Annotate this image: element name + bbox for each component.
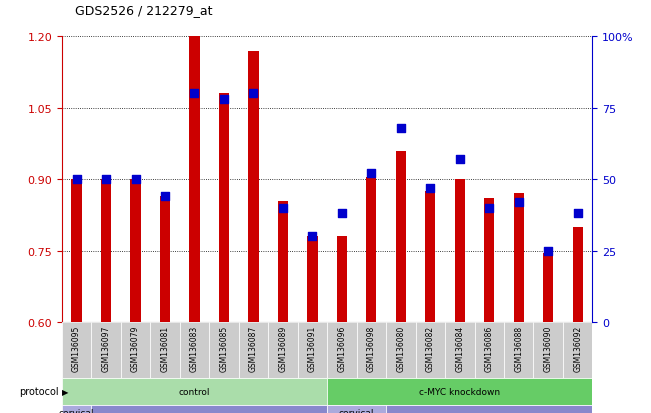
Bar — [445, 322, 475, 378]
Bar — [327, 322, 357, 378]
Bar — [543, 253, 553, 322]
Point — [130, 176, 141, 183]
Point — [484, 205, 495, 211]
Text: protocol: protocol — [19, 386, 59, 396]
Bar — [484, 199, 494, 322]
Text: control: control — [179, 387, 210, 396]
Bar — [189, 37, 200, 322]
Bar — [572, 227, 583, 322]
Bar — [91, 405, 327, 413]
Bar — [533, 322, 563, 378]
Point — [543, 247, 553, 254]
Bar — [386, 405, 592, 413]
Text: cervical
cancer: cervical cancer — [339, 408, 374, 413]
Point — [454, 157, 465, 163]
Bar — [337, 237, 347, 322]
Text: GSM136087: GSM136087 — [249, 325, 258, 371]
Point — [248, 91, 258, 97]
Bar — [160, 196, 170, 322]
Bar — [130, 180, 141, 322]
Bar — [327, 378, 592, 405]
Bar — [239, 322, 268, 378]
Text: GSM136089: GSM136089 — [279, 325, 287, 371]
Bar — [415, 322, 445, 378]
Bar — [219, 94, 229, 322]
Bar — [386, 322, 415, 378]
Text: GDS2526 / 212279_at: GDS2526 / 212279_at — [75, 4, 212, 17]
Bar — [298, 322, 327, 378]
Text: GSM136095: GSM136095 — [72, 325, 81, 371]
Bar — [62, 405, 91, 413]
Point — [101, 176, 111, 183]
Text: GSM136082: GSM136082 — [426, 325, 435, 371]
Bar — [150, 322, 180, 378]
Text: GSM136096: GSM136096 — [337, 325, 346, 371]
Text: GSM136091: GSM136091 — [308, 325, 317, 371]
Text: GSM136080: GSM136080 — [396, 325, 406, 371]
Bar — [366, 177, 376, 322]
Bar — [425, 192, 436, 322]
Point — [72, 176, 82, 183]
Point — [278, 205, 288, 211]
Point — [189, 91, 200, 97]
Text: GSM136098: GSM136098 — [367, 325, 376, 371]
Point — [425, 185, 436, 192]
Bar — [209, 322, 239, 378]
Point — [337, 211, 347, 217]
Text: GSM136083: GSM136083 — [190, 325, 199, 371]
Text: c-MYC knockdown: c-MYC knockdown — [419, 387, 501, 396]
Bar — [307, 237, 318, 322]
Bar — [72, 180, 82, 322]
Point — [159, 193, 170, 200]
Bar — [357, 322, 386, 378]
Text: GSM136090: GSM136090 — [544, 325, 553, 371]
Point — [572, 211, 583, 217]
Point — [366, 171, 376, 177]
Text: GSM136079: GSM136079 — [131, 325, 140, 371]
Bar — [101, 180, 111, 322]
Bar — [91, 322, 121, 378]
Text: GSM136084: GSM136084 — [455, 325, 464, 371]
Point — [219, 97, 229, 103]
Text: ▶: ▶ — [62, 387, 68, 396]
Bar — [504, 322, 533, 378]
Text: GSM136097: GSM136097 — [102, 325, 111, 371]
Bar — [454, 180, 465, 322]
Text: GSM136081: GSM136081 — [161, 325, 169, 371]
Bar — [268, 322, 298, 378]
Bar — [62, 322, 91, 378]
Bar — [396, 151, 406, 322]
Text: GSM136088: GSM136088 — [514, 325, 523, 371]
Text: GSM136086: GSM136086 — [485, 325, 493, 371]
Bar — [563, 322, 592, 378]
Bar — [514, 194, 524, 322]
Bar — [180, 322, 209, 378]
Bar — [475, 322, 504, 378]
Text: GSM136085: GSM136085 — [219, 325, 229, 371]
Bar — [248, 52, 258, 322]
Point — [307, 233, 318, 240]
Bar — [121, 322, 150, 378]
Text: GSM136092: GSM136092 — [573, 325, 582, 371]
Text: cervical
cancer: cervical cancer — [59, 408, 94, 413]
Bar — [62, 378, 327, 405]
Bar — [278, 201, 288, 322]
Point — [396, 125, 406, 132]
Bar — [327, 405, 386, 413]
Point — [514, 199, 524, 206]
